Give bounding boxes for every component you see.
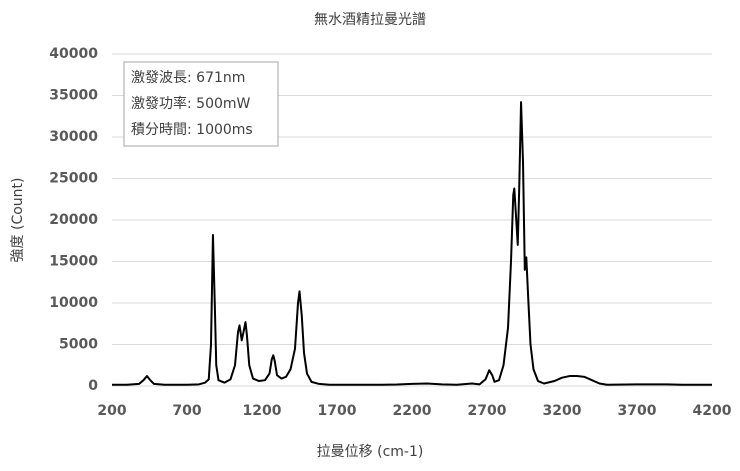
x-tick-label: 1700 xyxy=(318,403,357,419)
x-tick-label: 4200 xyxy=(693,403,732,419)
y-axis-label: 強度 (Count) xyxy=(10,178,26,263)
spectrum-line xyxy=(112,101,712,386)
x-tick-label: 2200 xyxy=(393,403,432,419)
annotation: 激發功率: 500mW xyxy=(131,95,251,112)
x-tick-label: 1200 xyxy=(243,403,282,419)
annotation: 積分時間: 1000ms xyxy=(131,122,253,138)
y-tick-label: 35000 xyxy=(49,88,98,104)
x-tick-label: 3700 xyxy=(618,403,657,419)
y-tick-label: 25000 xyxy=(49,171,98,187)
x-tick-label: 2700 xyxy=(468,403,507,419)
y-tick-label: 0 xyxy=(88,378,98,394)
y-tick-label: 20000 xyxy=(49,212,98,228)
y-tick-label: 30000 xyxy=(49,129,98,145)
y-tick-label: 5000 xyxy=(59,337,98,353)
x-tick-label: 200 xyxy=(97,403,126,419)
x-axis-label: 拉曼位移 (cm-1) xyxy=(317,444,424,460)
x-tick-label: 3200 xyxy=(543,403,582,419)
x-tick-label: 700 xyxy=(172,403,201,419)
chart-title: 無水酒精拉曼光譜 xyxy=(314,12,426,28)
annotation: 激發波長: 671nm xyxy=(131,69,245,86)
annotation-box xyxy=(123,61,279,147)
y-tick-label: 40000 xyxy=(49,46,98,62)
y-tick-label: 15000 xyxy=(49,254,98,270)
y-tick-label: 10000 xyxy=(49,295,98,311)
